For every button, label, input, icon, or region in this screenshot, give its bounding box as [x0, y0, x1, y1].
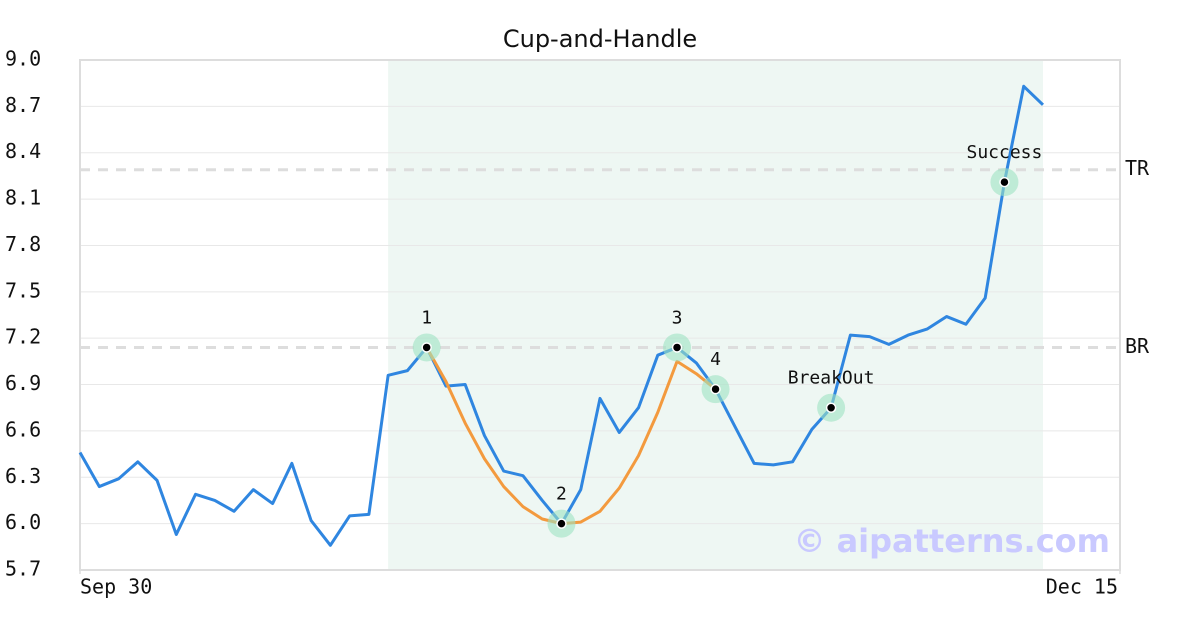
- y-tick-label: 6.3: [5, 464, 41, 488]
- y-tick-label: 5.7: [5, 557, 41, 581]
- y-tick-label: 8.4: [5, 139, 41, 163]
- point-label: BreakOut: [788, 368, 875, 389]
- point-label: 2: [556, 484, 567, 505]
- point-dot: [421, 342, 432, 353]
- point-dot: [999, 176, 1010, 188]
- y-tick-label: 8.7: [5, 93, 41, 117]
- level-label: TR: [1125, 156, 1150, 180]
- point-dot: [710, 383, 721, 395]
- y-tick-label: 8.1: [5, 186, 41, 210]
- y-tick-label: 9.0: [5, 47, 41, 71]
- y-tick-label: 6.0: [5, 510, 41, 534]
- y-tick-label: 7.8: [5, 232, 41, 256]
- x-tick-label: Sep 30: [80, 575, 152, 599]
- point-dot: [825, 402, 837, 413]
- pattern-region: [388, 60, 1043, 570]
- point-dot: [671, 342, 683, 353]
- point-label: 3: [672, 307, 683, 328]
- chart-title: Cup-and-Handle: [503, 25, 697, 53]
- y-tick-label: 6.6: [5, 417, 41, 441]
- watermark: © aipatterns.com: [793, 522, 1110, 560]
- point-label: 4: [710, 349, 721, 370]
- plot-frame: [79, 59, 1121, 571]
- point-label: 1: [421, 307, 432, 328]
- x-tick-label: Dec 15: [1046, 575, 1118, 599]
- point-label: Success: [967, 142, 1043, 163]
- point-dot: [556, 518, 567, 529]
- level-label: BR: [1125, 334, 1150, 358]
- y-tick-label: 7.5: [5, 278, 41, 302]
- y-tick-label: 6.9: [5, 371, 41, 395]
- y-tick-label: 7.2: [5, 325, 41, 349]
